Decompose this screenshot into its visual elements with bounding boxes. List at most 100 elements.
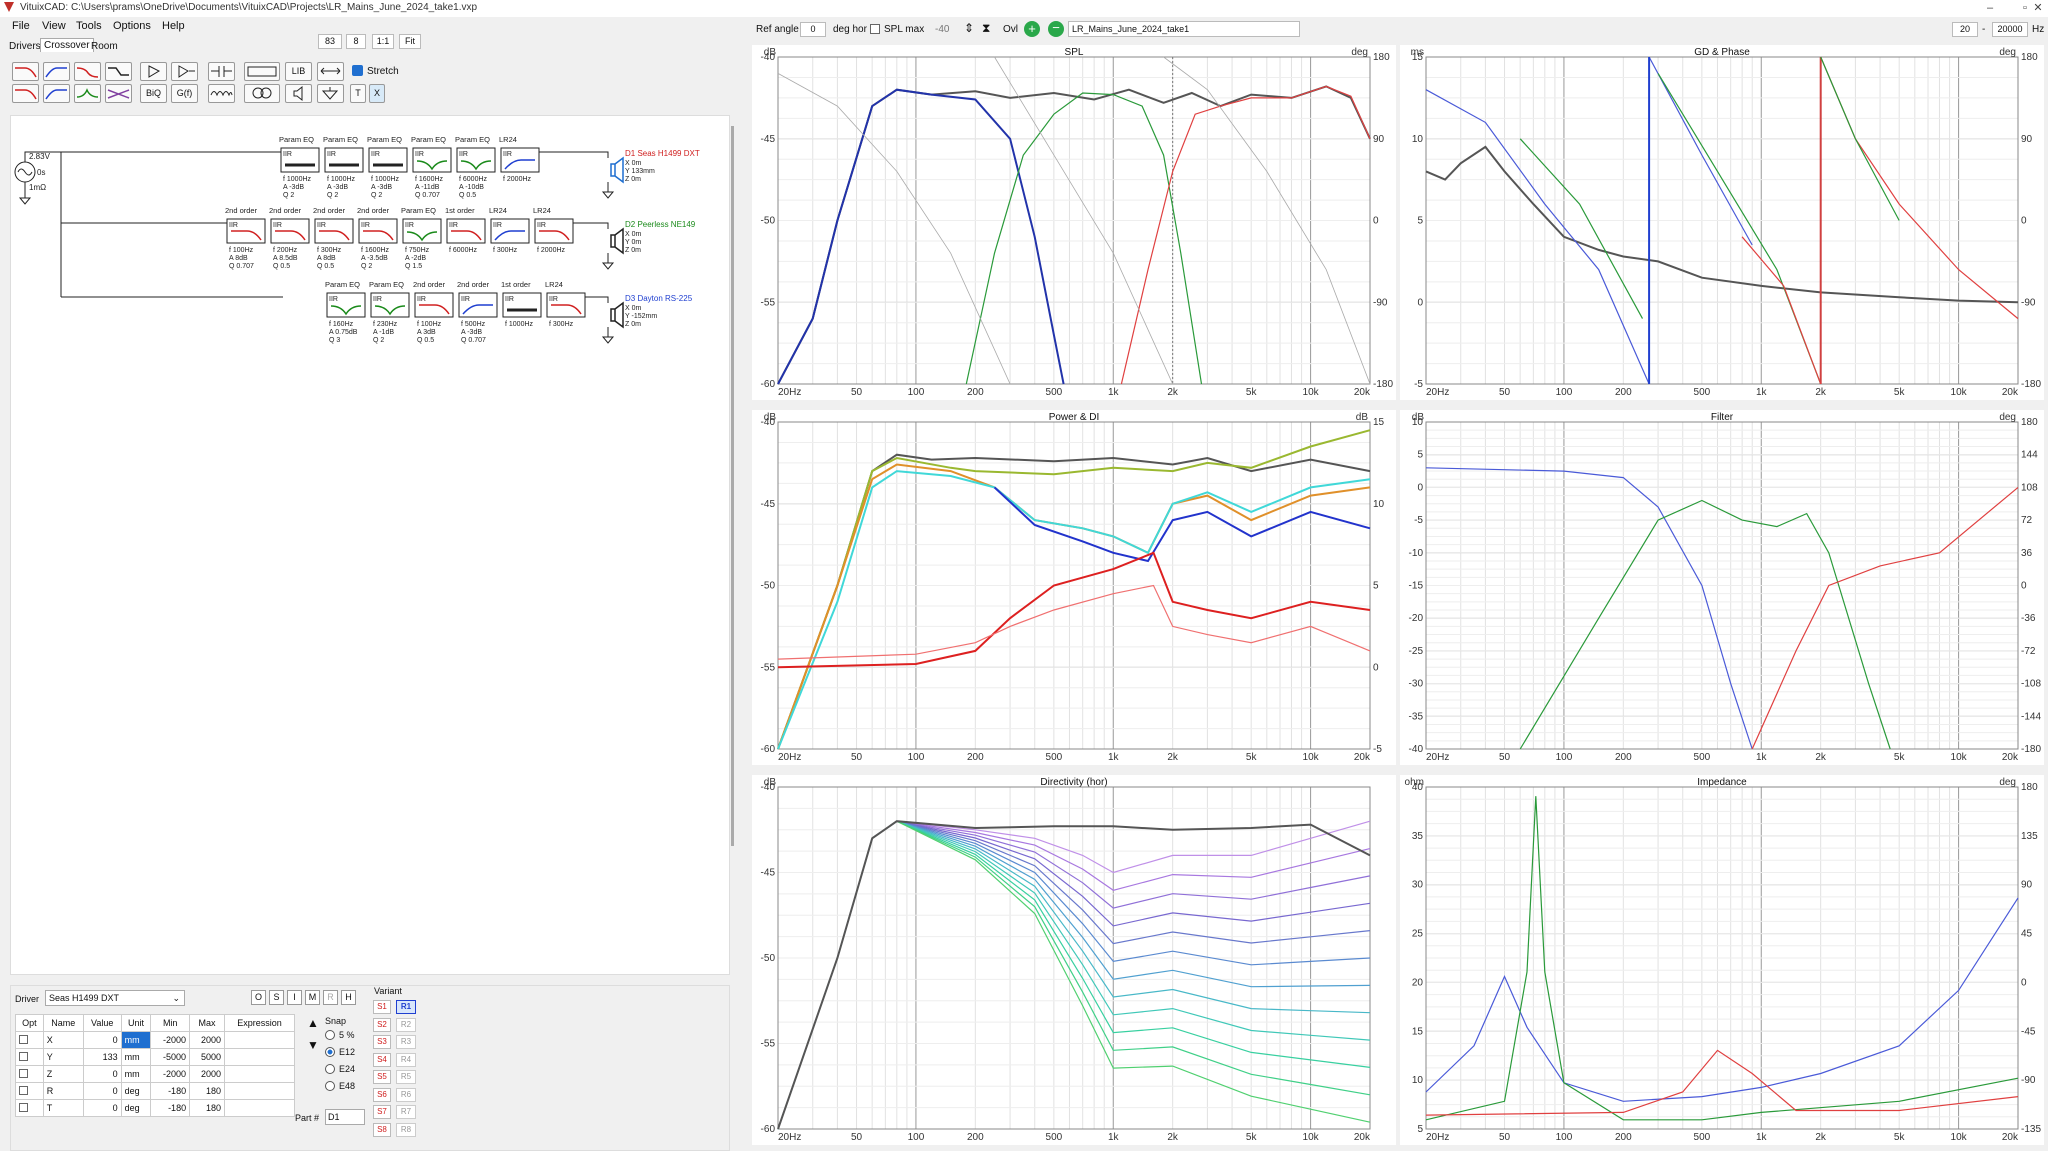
resistor-tool-button[interactable]	[244, 62, 280, 81]
tab-drivers[interactable]: Drivers	[9, 41, 41, 52]
lowpass-alt-tool-button[interactable]	[12, 84, 39, 103]
freq-max-input[interactable]: 20000	[1992, 22, 2028, 37]
driver-select[interactable]: Seas H1499 DXT ⌄	[45, 990, 185, 1006]
filter-block-2-0[interactable]: IIR	[226, 218, 266, 244]
table-row[interactable]: T 0 deg -180 180	[15, 1099, 295, 1117]
overlay-name-input[interactable]: LR_Mains_June_2024_take1	[1068, 21, 1300, 37]
expression-cell[interactable]	[224, 1031, 295, 1049]
chart-power-di[interactable]: Power & DI -40 -45 -50 -55 -60 15 10 5 0 -5 dB dB 20H…	[752, 410, 1396, 765]
lowpass2-tool-button[interactable]	[74, 62, 101, 81]
view-button-o[interactable]: O	[251, 990, 266, 1005]
filter-block-3-0[interactable]: IIR	[326, 292, 366, 318]
driver-1-speaker-icon[interactable]	[610, 156, 624, 184]
table-cell[interactable]: -180	[150, 1082, 191, 1100]
chart-spl[interactable]: SPL -40 -45 -50 -55 -60 180 90 0 -90 -180 dB deg 20Hz…	[752, 45, 1396, 400]
delete-tool-button[interactable]: X	[369, 84, 385, 103]
move-down-icon[interactable]: ▼	[307, 1038, 319, 1052]
filter-block-3-1[interactable]: IIR	[370, 292, 410, 318]
transformer-tool-button[interactable]	[244, 84, 280, 103]
table-cell[interactable]: Y	[42, 1048, 84, 1066]
filter-block-3-4[interactable]: IIR	[502, 292, 542, 318]
table-cell[interactable]: X	[42, 1031, 84, 1049]
crossover-schematic[interactable]: 2.83V 0s 1mΩ Param EQ IIR f 1000Hz A -3dB Q 2 Pa…	[10, 115, 734, 975]
zoom-1-1-button[interactable]: 1:1	[372, 34, 394, 49]
minimize-icon[interactable]: –	[1986, 2, 1994, 14]
table-cell[interactable]: mm	[120, 1065, 152, 1083]
expression-cell[interactable]	[224, 1048, 295, 1066]
filter-block-2-4[interactable]: IIR	[402, 218, 442, 244]
table-row[interactable]: X 0 mm -2000 2000	[15, 1031, 295, 1049]
driver-2-speaker-icon[interactable]	[610, 227, 624, 255]
table-cell[interactable]: -5000	[150, 1048, 191, 1066]
table-cell[interactable]: 0	[82, 1099, 122, 1117]
filter-block-3-2[interactable]: IIR	[414, 292, 454, 318]
filter-block-1-1[interactable]: IIR	[324, 147, 364, 173]
variant-r3-button[interactable]: R3	[396, 1035, 416, 1049]
add-overlay-icon[interactable]: +	[1024, 21, 1040, 37]
variant-r5-button[interactable]: R5	[396, 1070, 416, 1084]
move-up-icon[interactable]: ▲	[307, 1016, 319, 1030]
allpass-tool-button[interactable]	[105, 84, 132, 103]
lowpass-tool-button[interactable]	[12, 62, 39, 81]
filter-block-1-2[interactable]: IIR	[368, 147, 408, 173]
snap-radio[interactable]	[325, 1081, 335, 1091]
chart-filter[interactable]: Filter 10 5 0 -5 -10 -15 -20 -25 -30 -35 -40 180 144 1…	[1400, 410, 2044, 765]
snap-radio[interactable]	[325, 1047, 335, 1057]
variant-r6-button[interactable]: R6	[396, 1087, 416, 1102]
shelf-tool-button[interactable]	[105, 62, 132, 81]
table-cell[interactable]: 5000	[189, 1048, 225, 1066]
freq-min-input[interactable]: 20	[1952, 22, 1978, 37]
remove-overlay-icon[interactable]: −	[1048, 21, 1064, 37]
table-cell[interactable]: 0	[82, 1031, 122, 1049]
filter-block-2-2[interactable]: IIR	[314, 218, 354, 244]
filter-block-1-5[interactable]: IIR	[500, 147, 540, 173]
opt-checkbox[interactable]	[15, 1099, 44, 1117]
part-number-input[interactable]: D1	[325, 1109, 365, 1125]
table-cell[interactable]: deg	[120, 1099, 152, 1117]
table-cell[interactable]: R	[42, 1082, 84, 1100]
capacitor-tool-button[interactable]	[208, 62, 235, 81]
menu-options[interactable]: Options	[113, 20, 151, 32]
menu-tools[interactable]: Tools	[76, 20, 102, 32]
filter-block-1-0[interactable]: IIR	[280, 147, 320, 173]
inverter-tool-button[interactable]	[171, 62, 198, 81]
table-cell[interactable]: -2000	[150, 1031, 191, 1049]
text-tool-button[interactable]: T	[350, 84, 366, 103]
table-cell[interactable]: 0	[82, 1065, 122, 1083]
opt-checkbox[interactable]	[15, 1065, 44, 1083]
table-cell[interactable]: -180	[150, 1099, 191, 1117]
table-cell[interactable]: 180	[189, 1082, 225, 1100]
table-cell[interactable]: 133	[82, 1048, 122, 1066]
variant-s3-button[interactable]: S3	[373, 1035, 391, 1049]
variant-s4-button[interactable]: S4	[373, 1052, 391, 1067]
driver-3-speaker-icon[interactable]	[610, 301, 624, 329]
filter-block-2-7[interactable]: IIR	[534, 218, 574, 244]
variant-s6-button[interactable]: S6	[373, 1087, 391, 1102]
table-cell[interactable]: mm	[120, 1031, 152, 1049]
opt-checkbox[interactable]	[15, 1048, 44, 1066]
schematic-scrollbar[interactable]	[731, 126, 734, 846]
close-icon[interactable]: ✕	[2033, 2, 2043, 14]
view-button-i[interactable]: I	[287, 990, 302, 1005]
highpass-alt-tool-button[interactable]	[43, 84, 70, 103]
ref-angle-input[interactable]: 0	[800, 22, 826, 37]
expression-cell[interactable]	[224, 1099, 295, 1117]
variant-r4-button[interactable]: R4	[396, 1052, 416, 1067]
menu-view[interactable]: View	[42, 20, 66, 32]
variant-r7-button[interactable]: R7	[396, 1105, 416, 1119]
zoom-fit-button[interactable]: Fit	[399, 34, 421, 49]
table-row[interactable]: Y 133 mm -5000 5000	[15, 1048, 295, 1066]
snap-radio[interactable]	[325, 1064, 335, 1074]
table-cell[interactable]: 2000	[189, 1031, 225, 1049]
inductor-tool-button[interactable]	[208, 84, 235, 103]
table-cell[interactable]: -2000	[150, 1065, 191, 1083]
variant-r1-button[interactable]: R1	[396, 1000, 416, 1014]
variant-s8-button[interactable]: S8	[373, 1122, 391, 1137]
variant-r8-button[interactable]: R8	[396, 1122, 416, 1137]
spl-max-value[interactable]: -40	[935, 24, 950, 35]
expression-cell[interactable]	[224, 1065, 295, 1083]
chart-gd-phase[interactable]: GD & Phase 15 10 5 0 -5 180 90 0 -90 -180 ms deg 20Hz…	[1400, 45, 2044, 400]
filter-block-3-3[interactable]: IIR	[458, 292, 498, 318]
table-row[interactable]: Z 0 mm -2000 2000	[15, 1065, 295, 1083]
expression-cell[interactable]	[224, 1082, 295, 1100]
